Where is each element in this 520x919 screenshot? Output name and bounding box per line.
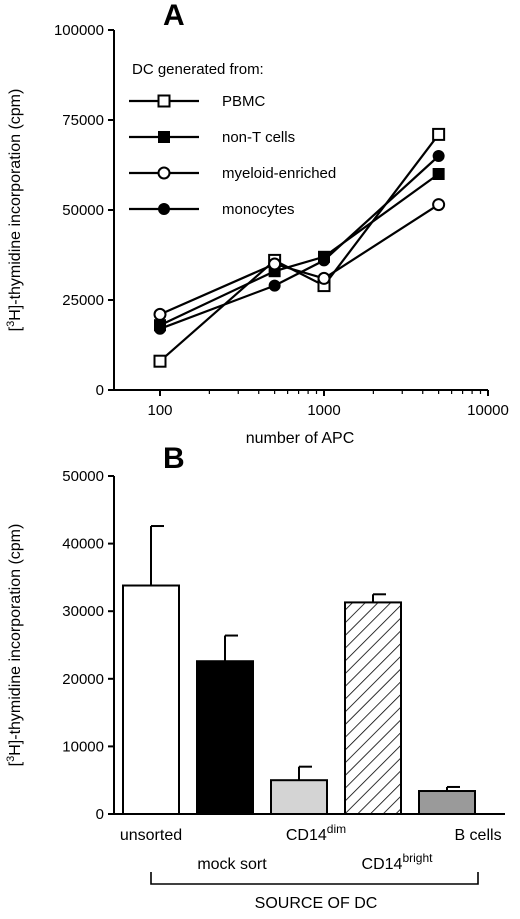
- panel-label-a: A: [163, 0, 185, 32]
- y-tick-label-b: 30000: [62, 603, 104, 620]
- data-point-1-1: [153, 354, 167, 368]
- legend-marker-2: [158, 131, 170, 143]
- category-label-5: B cells: [454, 827, 501, 844]
- legend-label-3: myeloid-enriched: [222, 165, 336, 182]
- data-point-3-1: [153, 307, 167, 321]
- y-tick-label-a: 25000: [62, 292, 104, 309]
- legend-label-1: PBMC: [222, 93, 266, 110]
- data-point-3-3: [317, 271, 331, 285]
- series-line-4: [159, 155, 440, 330]
- series-line-3: [159, 203, 440, 316]
- data-point-2-4: [432, 168, 445, 180]
- x-tick-label-a: 1000: [307, 402, 340, 419]
- legend-title: DC generated from:: [132, 61, 264, 78]
- y-tick-label-b: 10000: [62, 738, 104, 755]
- y-tick-label-a: 75000: [62, 112, 104, 129]
- legend-marker-4: [158, 203, 170, 215]
- bar-2: [196, 660, 254, 815]
- x-tick-label-a: 100: [147, 402, 172, 419]
- y-axis-label-b: [3H]-thymidine incorporation (cpm): [5, 524, 24, 767]
- data-point-4-1: [154, 322, 166, 335]
- y-tick-label-a: 0: [96, 382, 104, 399]
- bar-3: [270, 779, 328, 816]
- legend-label-2: non-T cells: [222, 129, 295, 146]
- chart-a: 0 25000 50000 75000 100000 100 1000 10000 number…: [5, 22, 509, 447]
- x-tick-label-a: 10000: [467, 402, 509, 419]
- y-tick-label-b: 50000: [62, 468, 104, 485]
- x-axis-label-b: SOURCE OF DC: [255, 895, 378, 912]
- data-point-4-4: [432, 150, 445, 162]
- bar-5: [418, 790, 476, 815]
- bar-1: [122, 584, 180, 816]
- data-point-4-2: [268, 279, 281, 292]
- y-axis-label-a: [3H]-thymidine incorporation (cpm): [5, 89, 24, 332]
- legend-marker-1: [157, 94, 171, 108]
- category-label-2: mock sort: [197, 856, 267, 873]
- data-point-1-4: [432, 127, 446, 141]
- legend-label-4: monocytes: [222, 201, 295, 218]
- data-point-4-3: [318, 254, 330, 267]
- bar-4: [344, 601, 402, 815]
- y-tick-label-b: 20000: [62, 671, 104, 688]
- category-label-4: CD14bright: [362, 851, 434, 873]
- legend-marker-3: [157, 166, 171, 180]
- panel-label-b: B: [163, 442, 185, 475]
- x-axis-label-a: number of APC: [246, 430, 355, 447]
- chart-b: 0 10000 20000 30000 40000 50000 [3H]-thymidine…: [5, 468, 505, 912]
- y-tick-label-b: 40000: [62, 536, 104, 553]
- category-label-3: CD14dim: [286, 822, 346, 844]
- category-label-1: unsorted: [120, 827, 182, 844]
- data-point-3-4: [432, 198, 446, 212]
- data-point-3-2: [268, 257, 282, 271]
- series-line-2: [159, 173, 440, 327]
- category-bracket: [150, 872, 479, 885]
- y-tick-label-a: 50000: [62, 202, 104, 219]
- y-tick-label-a: 100000: [54, 22, 104, 39]
- y-tick-label-b: 0: [96, 806, 104, 823]
